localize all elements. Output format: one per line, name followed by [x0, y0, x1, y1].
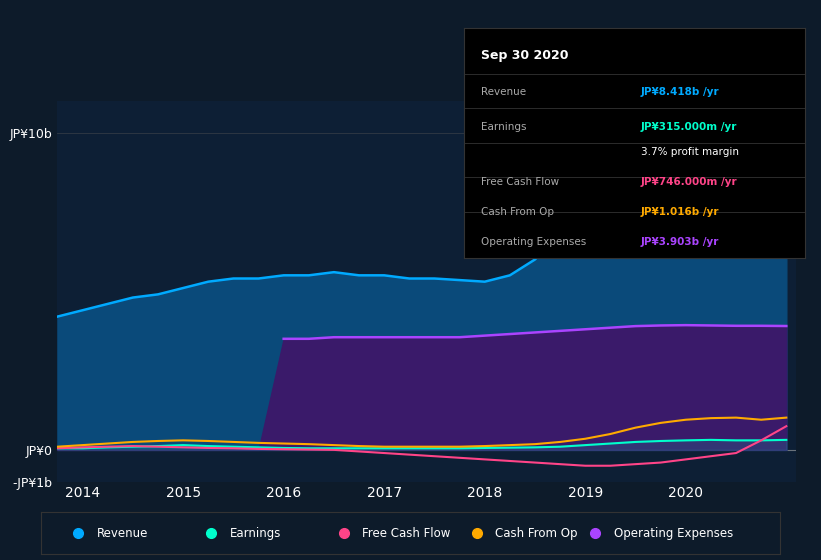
Text: JP¥315.000m /yr: JP¥315.000m /yr: [641, 122, 737, 132]
Text: Operating Expenses: Operating Expenses: [481, 236, 586, 246]
Text: Operating Expenses: Operating Expenses: [613, 527, 733, 540]
Text: Earnings: Earnings: [230, 527, 281, 540]
Text: Revenue: Revenue: [481, 87, 526, 97]
Text: JP¥1.016b /yr: JP¥1.016b /yr: [641, 207, 719, 217]
Text: Sep 30 2020: Sep 30 2020: [481, 49, 568, 62]
Text: Free Cash Flow: Free Cash Flow: [481, 177, 559, 187]
Text: JP¥746.000m /yr: JP¥746.000m /yr: [641, 177, 737, 187]
Text: Revenue: Revenue: [97, 527, 148, 540]
Text: Free Cash Flow: Free Cash Flow: [363, 527, 451, 540]
Text: Cash From Op: Cash From Op: [481, 207, 554, 217]
Text: 3.7% profit margin: 3.7% profit margin: [641, 147, 739, 157]
Text: JP¥8.418b /yr: JP¥8.418b /yr: [641, 87, 720, 97]
Text: Earnings: Earnings: [481, 122, 526, 132]
Text: JP¥3.903b /yr: JP¥3.903b /yr: [641, 236, 719, 246]
Text: Cash From Op: Cash From Op: [496, 527, 578, 540]
